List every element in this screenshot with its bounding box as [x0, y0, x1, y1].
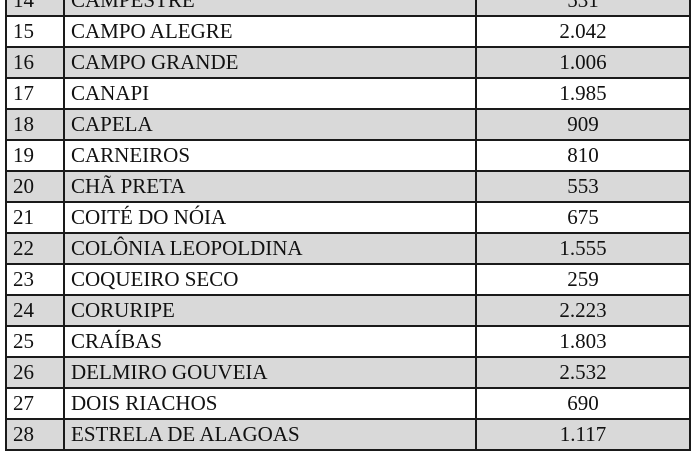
row-number: 15	[5, 15, 65, 48]
value-cell: 531	[475, 0, 691, 17]
table-row: 26 DELMIRO GOUVEIA 2.532	[5, 356, 691, 389]
municipality-name: CAMPO GRANDE	[63, 46, 477, 79]
municipality-name: CRAÍBAS	[63, 325, 477, 358]
value-cell: 909	[475, 108, 691, 141]
table-row: 17 CANAPI 1.985	[5, 77, 691, 110]
value-cell: 690	[475, 387, 691, 420]
row-number: 18	[5, 108, 65, 141]
row-number: 21	[5, 201, 65, 234]
municipality-name: ESTRELA DE ALAGOAS	[63, 418, 477, 451]
municipality-name: CAPELA	[63, 108, 477, 141]
table-row: 16 CAMPO GRANDE 1.006	[5, 46, 691, 79]
row-number: 24	[5, 294, 65, 327]
value-cell: 810	[475, 139, 691, 172]
value-cell: 1.555	[475, 232, 691, 265]
municipality-name: DELMIRO GOUVEIA	[63, 356, 477, 389]
value-cell: 675	[475, 201, 691, 234]
row-number: 22	[5, 232, 65, 265]
table-row: 21 COITÉ DO NÓIA 675	[5, 201, 691, 234]
row-number: 27	[5, 387, 65, 420]
municipality-name: DOIS RIACHOS	[63, 387, 477, 420]
table-body: 14 CAMPESTRE 531 15 CAMPO ALEGRE 2.042 16 CAMPO…	[5, 0, 691, 451]
municipality-name: CARNEIROS	[63, 139, 477, 172]
table-row: 18 CAPELA 909	[5, 108, 691, 141]
municipality-name: CORURIPE	[63, 294, 477, 327]
value-cell: 2.532	[475, 356, 691, 389]
row-number: 23	[5, 263, 65, 296]
table-row: 15 CAMPO ALEGRE 2.042	[5, 15, 691, 48]
table-row: 19 CARNEIROS 810	[5, 139, 691, 172]
value-cell: 1.006	[475, 46, 691, 79]
municipality-name: CHÃ PRETA	[63, 170, 477, 203]
table-row: 28 ESTRELA DE ALAGOAS 1.117	[5, 418, 691, 451]
row-number: 19	[5, 139, 65, 172]
value-cell: 2.223	[475, 294, 691, 327]
table-row: 23 COQUEIRO SECO 259	[5, 263, 691, 296]
table-row: 27 DOIS RIACHOS 690	[5, 387, 691, 420]
table-row: 24 CORURIPE 2.223	[5, 294, 691, 327]
row-number: 20	[5, 170, 65, 203]
table-row: 20 CHÃ PRETA 553	[5, 170, 691, 203]
row-number: 14	[5, 0, 65, 17]
row-number: 28	[5, 418, 65, 451]
table-row: 22 COLÔNIA LEOPOLDINA 1.555	[5, 232, 691, 265]
row-number: 17	[5, 77, 65, 110]
table-row: 25 CRAÍBAS 1.803	[5, 325, 691, 358]
row-number: 26	[5, 356, 65, 389]
value-cell: 1.803	[475, 325, 691, 358]
value-cell: 1.117	[475, 418, 691, 451]
municipality-name: COITÉ DO NÓIA	[63, 201, 477, 234]
value-cell: 259	[475, 263, 691, 296]
municipality-name: COQUEIRO SECO	[63, 263, 477, 296]
row-number: 16	[5, 46, 65, 79]
municipality-name: CANAPI	[63, 77, 477, 110]
value-cell: 2.042	[475, 15, 691, 48]
row-number: 25	[5, 325, 65, 358]
data-table: 14 CAMPESTRE 531 15 CAMPO ALEGRE 2.042 16 CAMPO…	[5, 0, 691, 451]
municipality-name: CAMPO ALEGRE	[63, 15, 477, 48]
table-row: 14 CAMPESTRE 531	[5, 0, 691, 17]
municipality-name: COLÔNIA LEOPOLDINA	[63, 232, 477, 265]
value-cell: 553	[475, 170, 691, 203]
municipality-name: CAMPESTRE	[63, 0, 477, 17]
value-cell: 1.985	[475, 77, 691, 110]
